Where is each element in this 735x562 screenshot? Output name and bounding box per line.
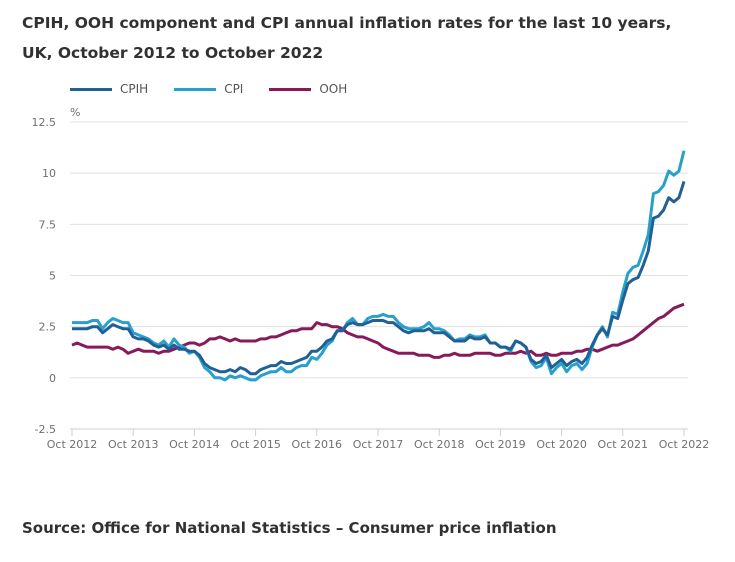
y-tick-label: 2.5 [39,321,57,334]
series-line-cpih [72,180,686,376]
x-tick-label: Oct 2020 [536,438,587,451]
x-tick-label: Oct 2017 [353,438,404,451]
y-tick-label: -2.5 [35,423,56,436]
legend: CPIH CPI OOH [70,82,347,96]
y-tick-label: 5 [49,270,56,283]
x-tick-label: Oct 2013 [108,438,159,451]
legend-item-cpih: CPIH [70,82,148,96]
source-note: Source: Office for National Statistics –… [22,519,557,537]
chart-title: CPIH, OOH component and CPI annual infla… [22,8,722,68]
x-tick-label: Oct 2022 [659,438,710,451]
series-line-cpi [72,150,686,382]
legend-label: OOH [319,82,348,96]
legend-swatch [174,87,217,91]
y-tick-label: 0 [49,372,56,385]
x-tick-label: Oct 2016 [292,438,343,451]
x-tick-label: Oct 2018 [414,438,465,451]
y-tick-label: 12.5 [32,116,57,129]
x-tick-label: Oct 2019 [475,438,526,451]
x-tick-label: Oct 2014 [169,438,220,451]
y-tick-label: 10 [42,167,56,180]
legend-item-ooh: OOH [269,82,347,96]
x-tick-label: Oct 2012 [47,438,98,451]
legend-label: CPIH [120,82,149,96]
legend-swatch [70,87,112,91]
y-tick-label: 7.5 [39,218,57,231]
legend-swatch [269,87,312,91]
legend-label: CPI [224,82,244,96]
title-line-2: UK, October 2012 to October 2022 [22,44,324,62]
y-axis-unit: % [70,106,80,119]
x-tick-label: Oct 2015 [230,438,281,451]
title-line-1: CPIH, OOH component and CPI annual infla… [22,14,672,32]
x-tick-label: Oct 2021 [598,438,649,451]
series-line-ooh [71,302,685,359]
legend-item-cpi: CPI [174,82,243,96]
